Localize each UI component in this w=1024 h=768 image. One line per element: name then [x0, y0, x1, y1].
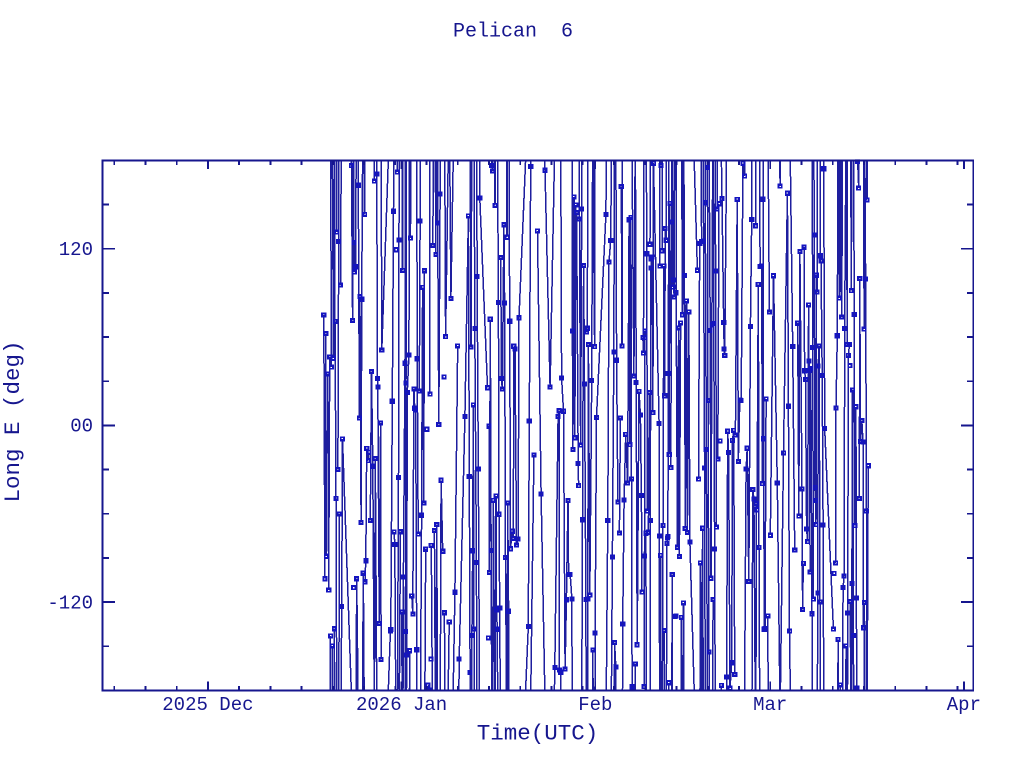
- svg-text:Mar: Mar: [753, 694, 787, 716]
- svg-text:Pelican 6: Pelican 6: [453, 21, 573, 44]
- svg-text:Time(UTC): Time(UTC): [477, 721, 599, 747]
- svg-text:2026 Jan: 2026 Jan: [356, 694, 447, 716]
- svg-text:Feb: Feb: [578, 694, 612, 716]
- svg-text:Long E (deg): Long E (deg): [0, 340, 26, 502]
- svg-text:Apr: Apr: [947, 694, 981, 716]
- svg-text:00: 00: [70, 416, 93, 438]
- svg-text:120: 120: [59, 239, 93, 261]
- svg-text:-120: -120: [47, 592, 93, 614]
- svg-text:2025 Dec: 2025 Dec: [162, 694, 253, 716]
